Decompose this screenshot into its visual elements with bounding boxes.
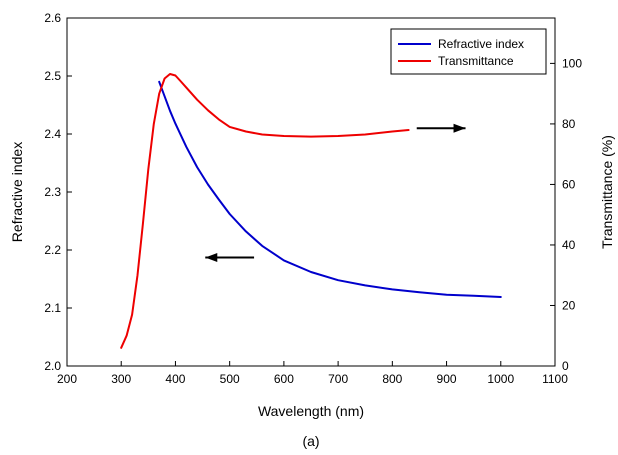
legend: Refractive index Transmittance: [390, 28, 547, 75]
right-y-tick-label: 0: [562, 359, 569, 373]
x-tick-label: 500: [220, 372, 240, 386]
arrow-left-head: [205, 253, 218, 263]
x-axis-ticks: 200 300 400 500 600 700 800 900 1000 1100: [57, 361, 568, 386]
annotation-layer: [205, 123, 466, 263]
left-y-axis-label: Refractive index: [9, 142, 25, 242]
series-line-transmittance: [120, 73, 410, 349]
x-tick-label: 200: [57, 372, 77, 386]
x-tick-label: 800: [382, 372, 402, 386]
series-line-refractive-index: [158, 80, 502, 298]
legend-label-transmittance: Transmittance: [438, 54, 514, 68]
left-y-tick-label: 2.3: [44, 185, 61, 199]
left-y-tick-label: 2.2: [44, 243, 61, 257]
right-y-axis-label: Transmittance (%): [599, 135, 615, 249]
x-tick-label: 1000: [487, 372, 514, 386]
x-tick-label: 300: [111, 372, 131, 386]
x-tick-label: 400: [165, 372, 185, 386]
left-y-tick-label: 2.0: [44, 359, 61, 373]
x-tick-label: 600: [274, 372, 294, 386]
left-y-tick-label: 2.6: [44, 11, 61, 25]
x-axis-label: Wavelength (nm): [258, 403, 364, 419]
right-y-tick-label: 20: [562, 298, 576, 312]
right-y-tick-label: 40: [562, 238, 576, 252]
right-y-tick-label: 80: [562, 117, 576, 131]
right-y-tick-label: 60: [562, 177, 576, 191]
legend-box: [390, 28, 547, 75]
left-y-axis-ticks: 2.0 2.1 2.2 2.3 2.4 2.5 2.6: [44, 11, 72, 373]
left-y-tick-label: 2.4: [44, 127, 61, 141]
right-y-axis-ticks: 0 20 40 60 80 100: [550, 56, 582, 373]
x-tick-label: 900: [437, 372, 457, 386]
x-tick-label: 700: [328, 372, 348, 386]
arrow-right-head: [453, 123, 466, 133]
left-y-tick-label: 2.1: [44, 301, 61, 315]
figure-caption: (a): [302, 433, 319, 449]
series-layer: [120, 73, 502, 349]
left-y-tick-label: 2.5: [44, 69, 61, 83]
legend-label-refractive-index: Refractive index: [438, 37, 524, 51]
x-tick-label: 1100: [542, 372, 568, 386]
right-y-tick-label: 100: [562, 56, 582, 70]
